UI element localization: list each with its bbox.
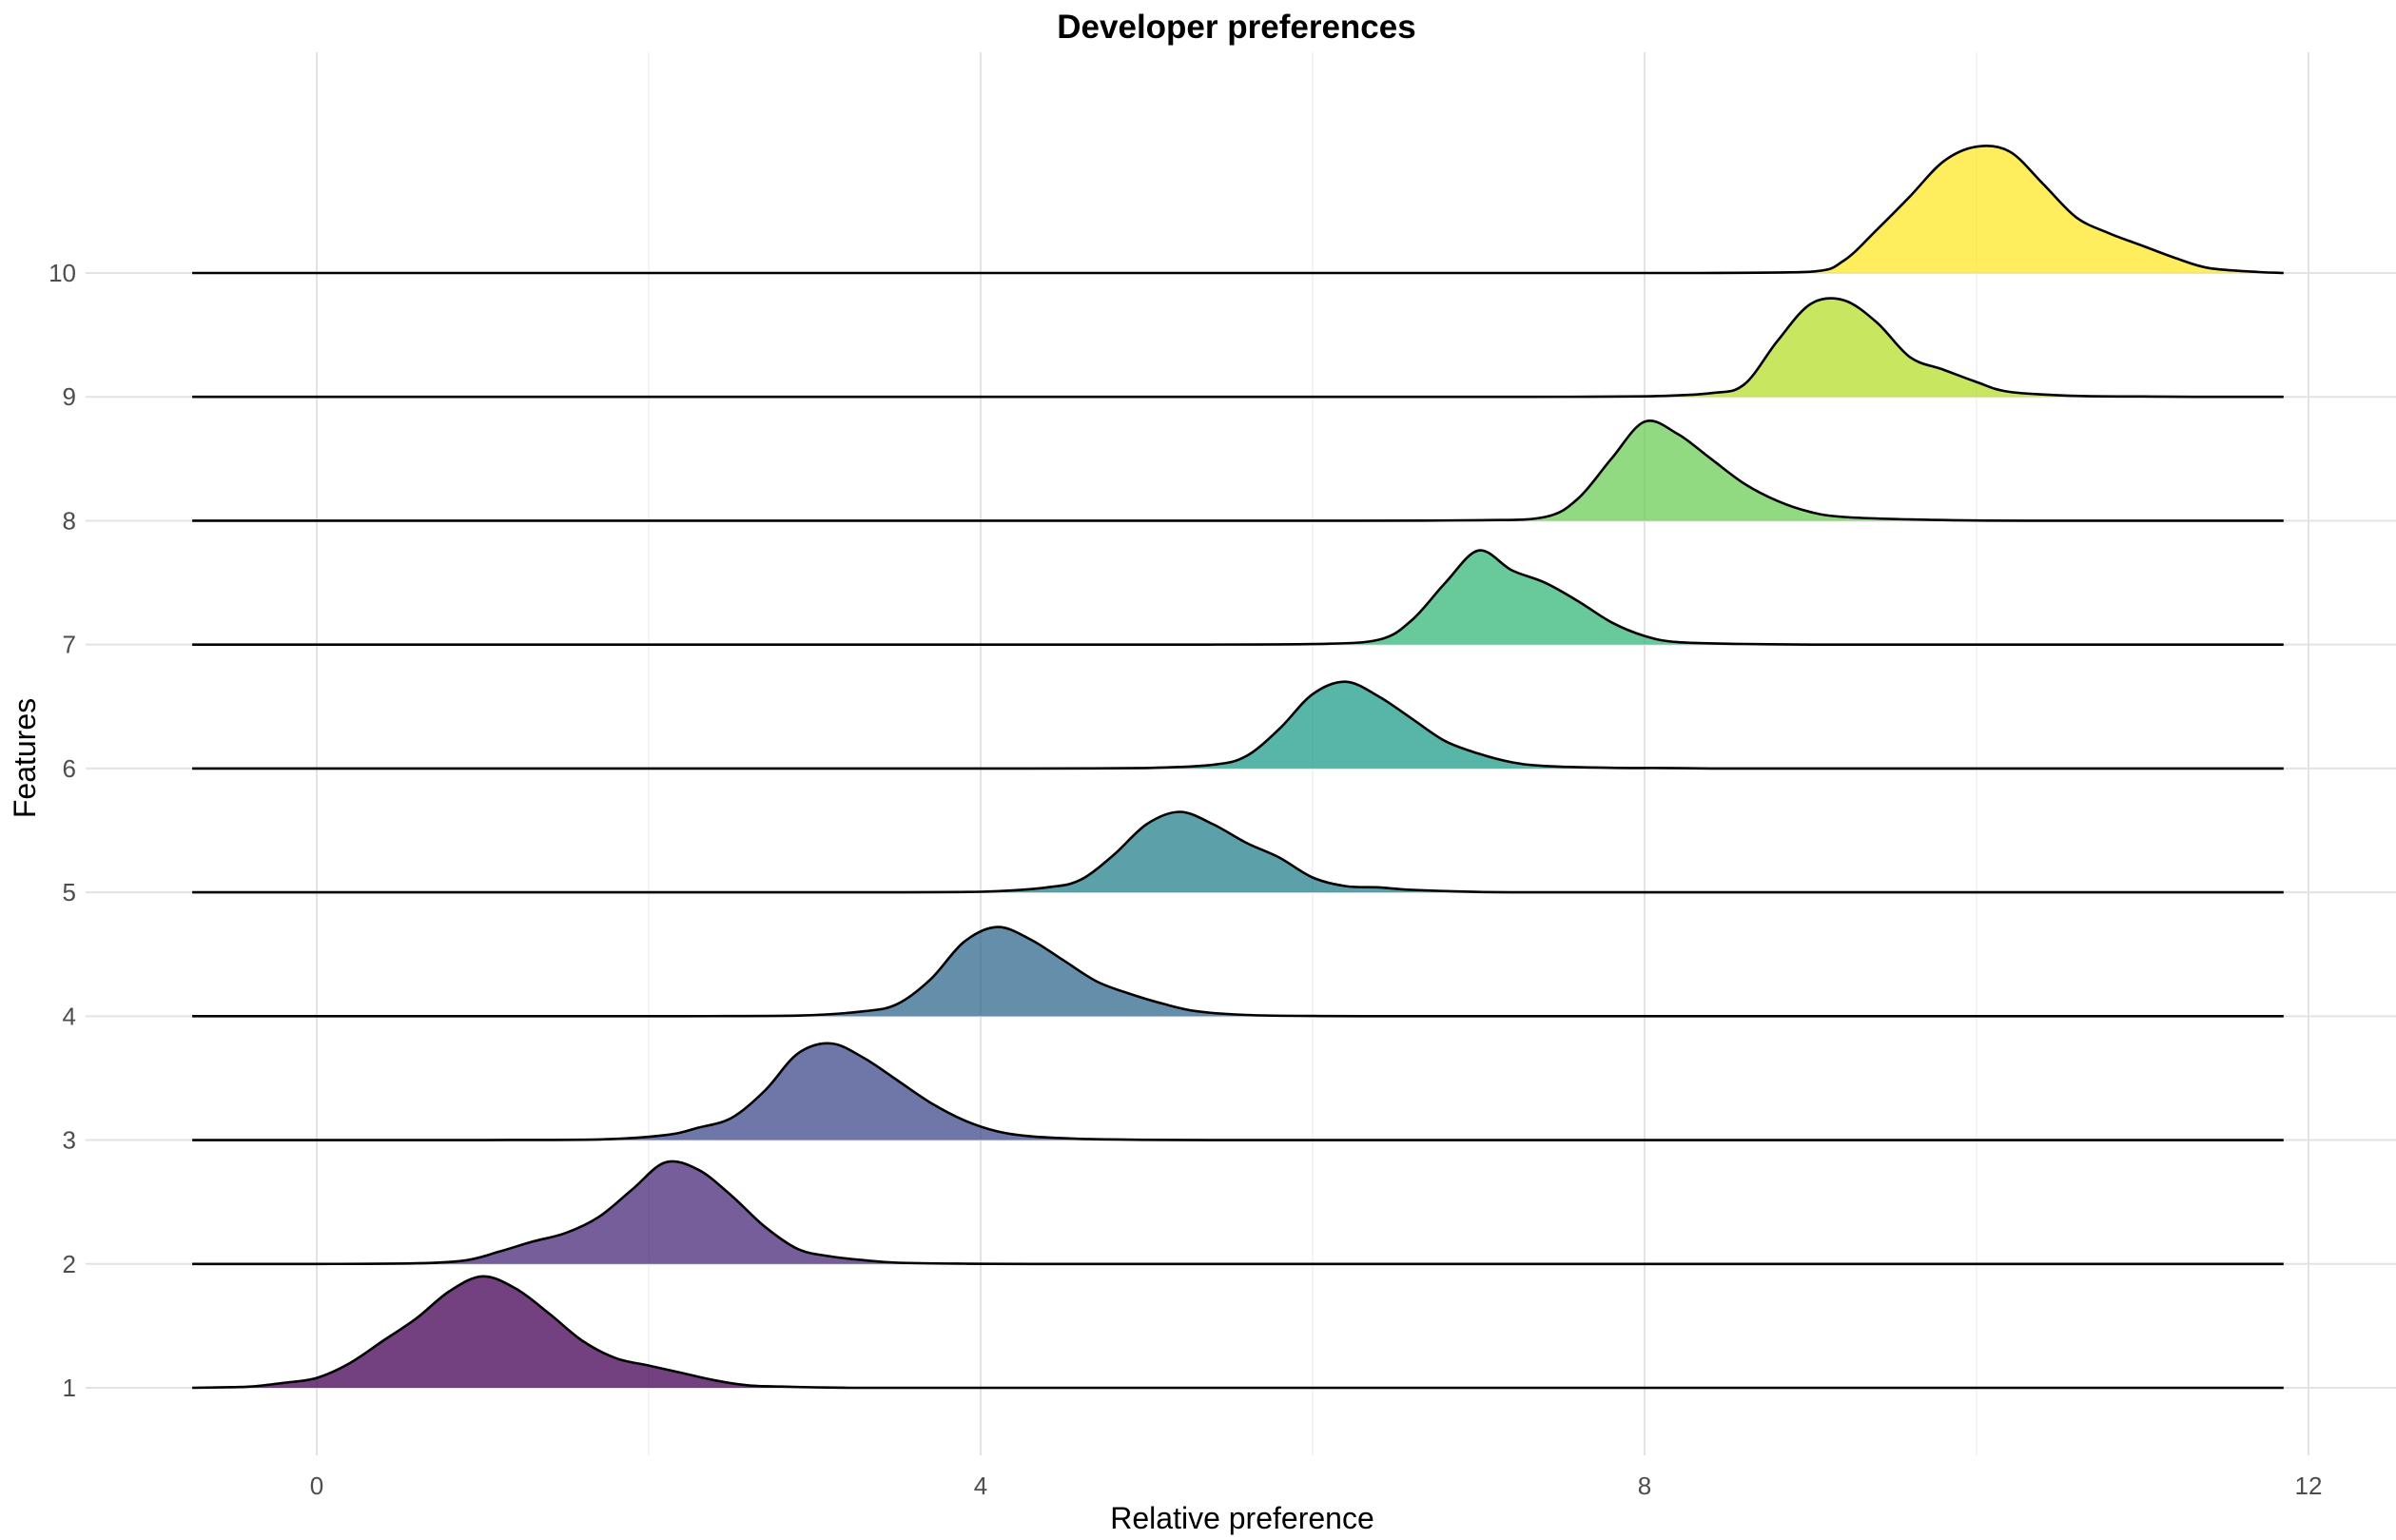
ridge-line-3 <box>192 1042 2284 1141</box>
ridge-6 <box>192 680 2284 770</box>
y-tick-label: 7 <box>63 631 76 659</box>
x-axis-title: Relative preference <box>1110 1501 1373 1535</box>
ridge-fill-5 <box>864 811 1529 893</box>
y-tick-label: 4 <box>63 1002 76 1030</box>
ridge-line-6 <box>192 680 2284 770</box>
ridge-line-4 <box>192 926 2284 1018</box>
ridge-5 <box>192 810 2284 894</box>
x-axis-ticks: 0 4 8 12 <box>310 1472 2323 1500</box>
y-tick-label: 3 <box>63 1126 76 1155</box>
y-tick-label: 2 <box>63 1250 76 1278</box>
ridge-line-10 <box>192 145 2284 275</box>
y-tick-label: 5 <box>63 878 76 906</box>
ridge-fill-1 <box>192 1276 848 1388</box>
y-tick-label: 9 <box>63 382 76 411</box>
y-tick-label: 8 <box>63 506 76 535</box>
ridge-fill-8 <box>1362 420 2027 521</box>
y-tick-label: 1 <box>63 1374 76 1402</box>
ridge-3 <box>192 1042 2284 1141</box>
ridge-line-2 <box>192 1160 2284 1266</box>
ridge-fill-2 <box>317 1160 1031 1264</box>
y-axis-title: Features <box>8 698 42 818</box>
y-axis-ticks: 1 2 3 4 5 6 7 8 9 10 <box>49 259 76 1402</box>
ridge-7 <box>192 549 2284 646</box>
ridge-fill-9 <box>1528 298 2192 398</box>
x-tick-label: 0 <box>310 1472 323 1500</box>
ridge-line-5 <box>192 810 2284 894</box>
x-tick-label: 4 <box>974 1472 987 1500</box>
ridge-1 <box>192 1275 2284 1390</box>
ridge-9 <box>192 297 2284 399</box>
ridge-line-1 <box>192 1275 2284 1390</box>
y-tick-label: 10 <box>49 259 76 287</box>
ridge-fill-4 <box>681 926 1363 1017</box>
ridge-fill-10 <box>1694 146 2284 273</box>
ridge-10 <box>192 145 2284 275</box>
ridge-4 <box>192 926 2284 1018</box>
chart-title: Developer preferences <box>1057 9 1415 46</box>
ridge-fill-3 <box>482 1043 1214 1140</box>
ridge-line-7 <box>192 549 2284 646</box>
x-tick-label: 12 <box>2295 1472 2323 1500</box>
x-tick-label: 8 <box>1638 1472 1651 1500</box>
ridges <box>192 145 2284 1390</box>
ridge-fill-6 <box>1030 681 1711 769</box>
y-tick-label: 6 <box>63 754 76 783</box>
ridge-line-8 <box>192 419 2284 522</box>
ridge-8 <box>192 419 2284 522</box>
ridge-fill-7 <box>1196 550 1811 645</box>
ridge-line-9 <box>192 297 2284 399</box>
ridge-2 <box>192 1160 2284 1266</box>
